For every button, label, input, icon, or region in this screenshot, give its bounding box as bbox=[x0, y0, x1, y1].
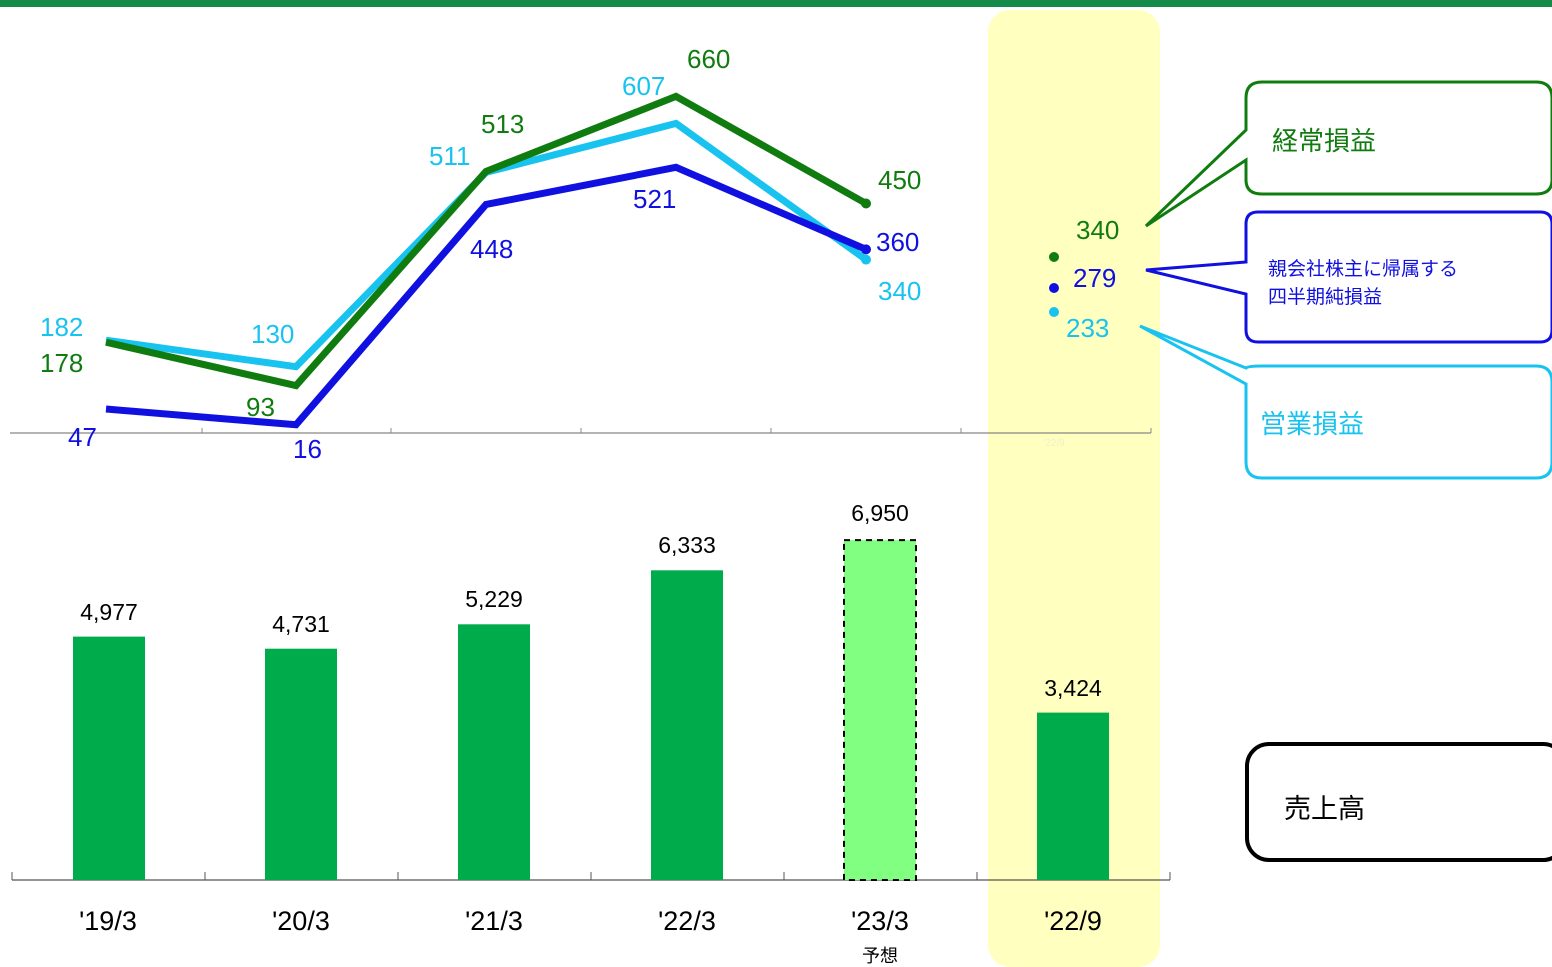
bar bbox=[265, 648, 337, 880]
ordinary-label-21: 513 bbox=[481, 109, 524, 139]
net-label-23: 360 bbox=[876, 227, 919, 257]
legend-sales-text: 売上高 bbox=[1284, 794, 1365, 824]
legend-operating-text: 営業損益 bbox=[1260, 409, 1364, 439]
bar bbox=[1037, 712, 1109, 880]
top-rule bbox=[0, 0, 1552, 7]
cat-label-22: '22/3 bbox=[658, 906, 716, 936]
bar-label-19: 4,977 bbox=[80, 599, 138, 625]
legend-net-text-2: 四半期純損益 bbox=[1268, 286, 1382, 308]
net-label-22: 521 bbox=[633, 184, 676, 214]
forecast-note: 予想 bbox=[862, 946, 898, 966]
operating-line-end-point bbox=[861, 254, 871, 265]
half-net-label: 279 bbox=[1073, 263, 1116, 293]
legend-callout-ordinary: 経常損益 bbox=[1144, 80, 1552, 228]
half-net-point bbox=[1049, 283, 1059, 293]
bar-forecast bbox=[843, 539, 917, 881]
bar bbox=[73, 636, 145, 880]
bar-value-labels: 4,977 4,731 5,229 6,333 6,950 3,424 bbox=[80, 500, 1102, 701]
line-series-group bbox=[105, 92, 871, 429]
legend-ordinary-text: 経常損益 bbox=[1272, 126, 1376, 156]
cat-label-21: '21/3 bbox=[465, 906, 523, 936]
legend-callout-net: 親会社株主に帰属する 四半期純損益 bbox=[1145, 210, 1552, 344]
bar-chart-axis bbox=[11, 872, 1171, 881]
net-label-21: 448 bbox=[470, 234, 513, 264]
category-labels: '19/3 '20/3 '21/3 '22/3 '23/3 '22/9 予想 bbox=[79, 906, 1102, 966]
bar-label-23: 6,950 bbox=[851, 500, 909, 526]
cat-label-19: '19/3 bbox=[79, 906, 137, 936]
bar-label-22-9: 3,424 bbox=[1044, 675, 1102, 701]
half-ordinary-point bbox=[1049, 252, 1059, 262]
bar-label-21: 5,229 bbox=[465, 586, 523, 612]
ordinary-label-20: 93 bbox=[246, 392, 275, 422]
net-label-19: 47 bbox=[68, 422, 97, 452]
operating-label-20: 130 bbox=[251, 319, 294, 349]
line-value-labels: 178 93 513 660 450 182 130 511 607 340 4… bbox=[40, 44, 1119, 464]
cat-label-22-9: '22/9 bbox=[1044, 906, 1102, 936]
half-operating-label: 233 bbox=[1066, 313, 1109, 343]
ordinary-label-19: 178 bbox=[40, 348, 83, 378]
ordinary-line-end-point bbox=[861, 198, 871, 209]
cat-label-23: '23/3 bbox=[851, 906, 909, 936]
net-label-20: 16 bbox=[293, 434, 322, 464]
operating-label-19: 182 bbox=[40, 312, 83, 342]
bar-label-22: 6,333 bbox=[658, 532, 716, 558]
net-line bbox=[105, 163, 868, 429]
bar-label-20: 4,731 bbox=[272, 611, 330, 637]
operating-label-22: 607 bbox=[622, 71, 665, 101]
bar bbox=[458, 624, 530, 880]
line-axis-faint-label: '22/9 bbox=[1043, 438, 1065, 449]
legend-callout-operating: 営業損益 bbox=[1139, 324, 1552, 480]
half-ordinary-label: 340 bbox=[1076, 215, 1119, 245]
cat-label-20: '20/3 bbox=[272, 906, 330, 936]
half-operating-point bbox=[1049, 307, 1059, 317]
ordinary-label-22: 660 bbox=[687, 44, 730, 74]
ordinary-label-23: 450 bbox=[878, 165, 921, 195]
operating-label-21: 511 bbox=[429, 141, 470, 171]
line-chart-axis: '22/9 bbox=[10, 428, 1152, 449]
bar bbox=[651, 570, 723, 880]
legend-box-sales: 売上高 bbox=[1245, 742, 1552, 862]
ordinary-line bbox=[105, 92, 868, 390]
half-year-highlight bbox=[988, 10, 1160, 967]
legend-net-text-1: 親会社株主に帰属する bbox=[1268, 258, 1458, 280]
operating-label-23: 340 bbox=[878, 276, 921, 306]
net-line-end-point bbox=[861, 244, 871, 255]
bar-series-group bbox=[73, 539, 1109, 881]
